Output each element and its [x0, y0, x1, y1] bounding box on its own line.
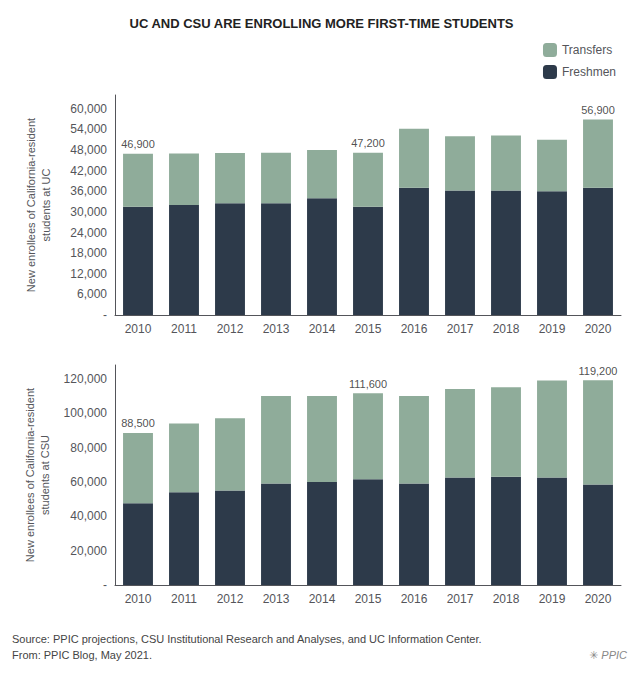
- svg-text:New enrollees of California-re: New enrollees of California-resident: [24, 388, 36, 562]
- svg-text:2010: 2010: [125, 322, 152, 336]
- svg-text:2013: 2013: [263, 322, 290, 336]
- svg-text:80,000: 80,000: [70, 441, 107, 455]
- svg-text:-: -: [103, 308, 107, 322]
- svg-text:56,900: 56,900: [581, 104, 615, 116]
- svg-text:24,000: 24,000: [70, 226, 107, 240]
- svg-text:60,000: 60,000: [70, 475, 107, 489]
- svg-text:20,000: 20,000: [70, 544, 107, 558]
- svg-text:2018: 2018: [493, 592, 520, 606]
- svg-text:111,600: 111,600: [349, 378, 387, 390]
- svg-text:2016: 2016: [401, 592, 428, 606]
- svg-text:New enrollees of California-re: New enrollees of California-resident: [25, 118, 37, 292]
- svg-text:UC AND CSU ARE ENROLLING MORE: UC AND CSU ARE ENROLLING MORE FIRST-TIME…: [130, 16, 514, 31]
- svg-text:100,000: 100,000: [64, 406, 108, 420]
- svg-text:2013: 2013: [263, 592, 290, 606]
- svg-text:2020: 2020: [585, 592, 612, 606]
- svg-text:40,000: 40,000: [70, 509, 107, 523]
- svg-text:students at UC: students at UC: [40, 169, 52, 242]
- svg-text:12,000: 12,000: [70, 267, 107, 281]
- svg-text:2020: 2020: [585, 322, 612, 336]
- svg-text:120,000: 120,000: [64, 372, 108, 386]
- svg-text:Source: PPIC projections, CSU: Source: PPIC projections, CSU Institutio…: [12, 633, 482, 645]
- svg-text:students at CSU: students at CSU: [39, 435, 51, 515]
- svg-text:42,000: 42,000: [70, 164, 107, 178]
- svg-text:Freshmen: Freshmen: [562, 65, 616, 79]
- svg-text:2017: 2017: [447, 592, 474, 606]
- svg-text:2019: 2019: [539, 592, 566, 606]
- svg-text:2017: 2017: [447, 322, 474, 336]
- svg-text:30,000: 30,000: [70, 205, 107, 219]
- svg-text:Transfers: Transfers: [562, 43, 612, 57]
- svg-text:36,000: 36,000: [70, 184, 107, 198]
- svg-text:54,000: 54,000: [70, 122, 107, 136]
- svg-text:46,900: 46,900: [121, 138, 155, 150]
- svg-text:2011: 2011: [171, 322, 197, 336]
- svg-text:2015: 2015: [355, 592, 382, 606]
- svg-text:2010: 2010: [125, 592, 152, 606]
- svg-text:2011: 2011: [171, 592, 197, 606]
- svg-text:18,000: 18,000: [70, 246, 107, 260]
- svg-text:2012: 2012: [217, 592, 244, 606]
- svg-text:From: PPIC Blog, May 2021.: From: PPIC Blog, May 2021.: [12, 649, 152, 661]
- svg-text:2016: 2016: [401, 322, 428, 336]
- svg-text:2012: 2012: [217, 322, 244, 336]
- svg-text:88,500: 88,500: [121, 417, 155, 429]
- svg-text:2014: 2014: [309, 592, 336, 606]
- svg-text:2015: 2015: [355, 322, 382, 336]
- svg-text:2014: 2014: [309, 322, 336, 336]
- svg-text:119,200: 119,200: [579, 365, 618, 377]
- svg-text:✳ PPIC: ✳ PPIC: [589, 649, 627, 661]
- svg-text:-: -: [103, 578, 107, 592]
- svg-text:2019: 2019: [539, 322, 566, 336]
- svg-text:48,000: 48,000: [70, 143, 107, 157]
- svg-text:47,200: 47,200: [351, 137, 385, 149]
- svg-text:2018: 2018: [493, 322, 520, 336]
- svg-text:6,000: 6,000: [77, 287, 107, 301]
- svg-text:60,000: 60,000: [70, 102, 107, 116]
